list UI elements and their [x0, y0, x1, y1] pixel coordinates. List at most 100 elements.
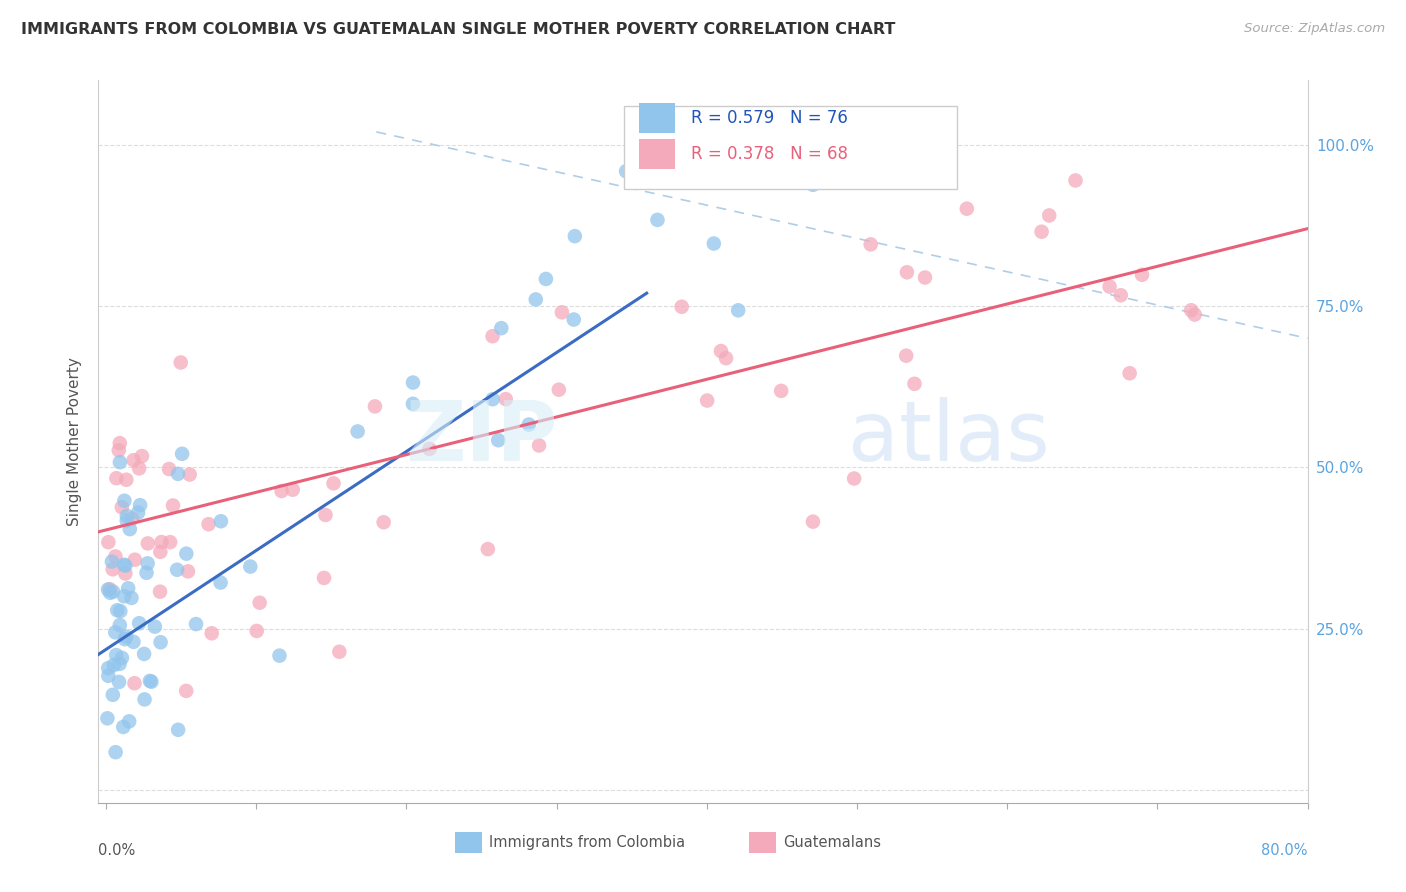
Point	[696, 393, 718, 408]
Point	[527, 438, 550, 452]
Point	[166, 563, 188, 577]
Point	[880, 125, 903, 139]
Point	[149, 545, 172, 559]
Point	[129, 498, 152, 512]
Point	[105, 603, 128, 617]
Point	[481, 329, 503, 343]
Point	[97, 669, 120, 683]
Point	[131, 449, 153, 463]
Point	[486, 433, 509, 447]
Point	[887, 125, 910, 139]
Bar	[638, 139, 675, 169]
Point	[157, 462, 180, 476]
Point	[105, 471, 128, 485]
Point	[149, 584, 172, 599]
Point	[727, 303, 749, 318]
Point	[914, 270, 936, 285]
Point	[115, 508, 138, 523]
Point	[97, 582, 120, 597]
Point	[112, 590, 135, 604]
Point	[703, 236, 725, 251]
Point	[136, 536, 159, 550]
Point	[139, 673, 162, 688]
Point	[714, 351, 737, 366]
Point	[108, 455, 131, 469]
Text: atlas: atlas	[848, 398, 1050, 478]
Point	[97, 535, 120, 549]
Point	[1064, 173, 1087, 187]
Point	[112, 493, 135, 508]
Point	[132, 647, 155, 661]
Point	[184, 617, 207, 632]
Point	[1184, 308, 1206, 322]
Point	[108, 436, 131, 450]
Text: 80.0%: 80.0%	[1261, 843, 1308, 857]
Point	[842, 471, 865, 485]
Point	[98, 582, 121, 596]
Point	[114, 566, 136, 581]
Point	[115, 514, 138, 528]
Point	[98, 586, 121, 600]
Point	[159, 535, 181, 549]
Point	[614, 164, 637, 178]
Point	[402, 397, 425, 411]
Point	[269, 648, 291, 663]
Point	[122, 453, 145, 467]
Point	[176, 547, 198, 561]
Point	[364, 400, 387, 414]
Point	[136, 557, 159, 571]
Point	[108, 657, 131, 671]
Point	[693, 169, 716, 183]
Text: Guatemalans: Guatemalans	[783, 835, 880, 850]
Point	[346, 425, 368, 439]
Point	[112, 558, 135, 572]
Point	[517, 417, 540, 432]
Point	[209, 575, 232, 590]
Point	[1109, 288, 1132, 302]
Point	[121, 511, 143, 525]
Point	[150, 535, 173, 549]
Point	[328, 645, 350, 659]
Bar	[638, 103, 675, 133]
Point	[246, 624, 269, 638]
Point	[107, 443, 129, 458]
Point	[801, 178, 824, 192]
Point	[270, 483, 292, 498]
Point	[1098, 279, 1121, 293]
Point	[314, 508, 336, 522]
Point	[104, 549, 127, 564]
Point	[103, 658, 125, 673]
Point	[801, 515, 824, 529]
Point	[115, 630, 138, 644]
Point	[121, 591, 143, 605]
Point	[896, 349, 918, 363]
Point	[373, 515, 395, 529]
Point	[124, 552, 146, 566]
Point	[105, 648, 128, 662]
FancyBboxPatch shape	[624, 105, 957, 189]
Point	[481, 392, 503, 407]
Point	[495, 392, 517, 406]
Point	[402, 376, 425, 390]
Point	[281, 483, 304, 497]
Point	[111, 500, 134, 515]
Point	[322, 476, 344, 491]
Point	[111, 651, 134, 665]
Point	[896, 265, 918, 279]
Point	[770, 384, 793, 398]
Point	[128, 616, 150, 631]
Point	[534, 272, 557, 286]
Point	[903, 376, 925, 391]
Point	[239, 559, 262, 574]
Point	[101, 688, 124, 702]
Point	[114, 632, 136, 647]
Point	[671, 300, 693, 314]
Point	[141, 674, 163, 689]
Point	[201, 626, 224, 640]
Point	[101, 555, 124, 569]
Point	[112, 720, 135, 734]
Point	[122, 635, 145, 649]
Text: Source: ZipAtlas.com: Source: ZipAtlas.com	[1244, 22, 1385, 36]
Point	[1118, 366, 1140, 380]
Point	[177, 565, 200, 579]
